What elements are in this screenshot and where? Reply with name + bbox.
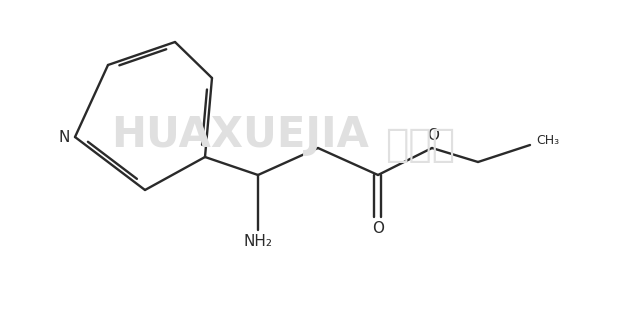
Text: N: N xyxy=(58,130,70,145)
Text: O: O xyxy=(372,221,384,236)
Text: O: O xyxy=(427,128,439,143)
Text: CH₃: CH₃ xyxy=(536,133,559,147)
Text: NH₂: NH₂ xyxy=(243,234,273,249)
Text: HUAXUEJIA: HUAXUEJIA xyxy=(111,114,369,156)
Text: 化学加: 化学加 xyxy=(385,126,455,164)
